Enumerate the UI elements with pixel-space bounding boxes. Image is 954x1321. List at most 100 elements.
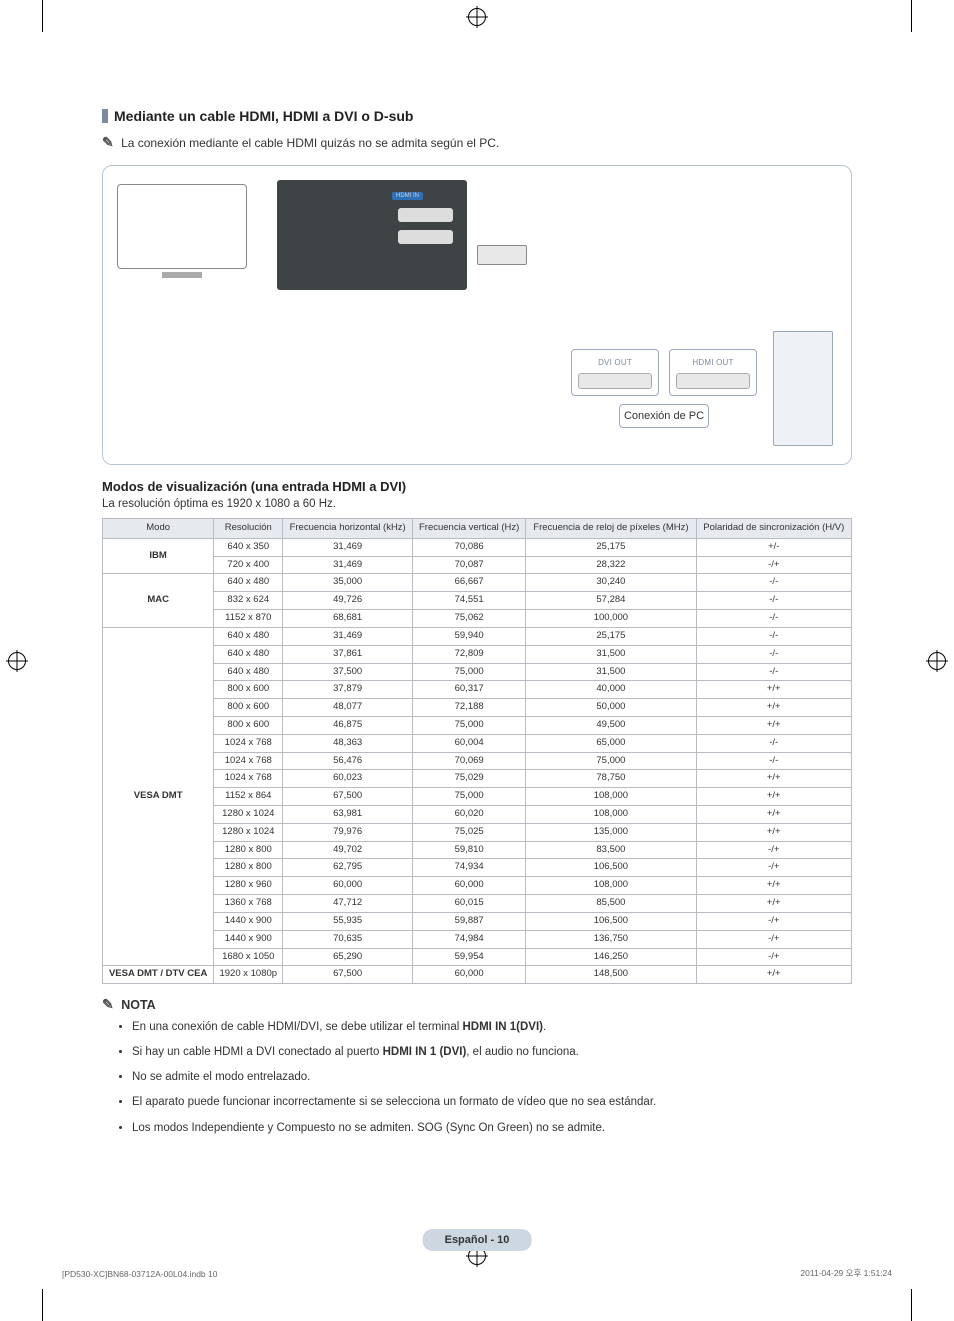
table-cell: +/+ [696,699,851,717]
section-header: Mediante un cable HDMI, HDMI a DVI o D-s… [102,108,852,124]
table-cell: 30,240 [526,574,696,592]
table-cell: 75,000 [526,752,696,770]
hdmi-port-icon [676,373,750,389]
table-cell: 60,000 [413,877,526,895]
table-cell: 1680 x 1050 [214,948,283,966]
table-cell: 31,500 [526,663,696,681]
crop-mark [911,0,912,32]
table-cell: -/- [696,663,851,681]
table-cell: 85,500 [526,895,696,913]
table-row: 1152 x 87068,68175,062100,000-/- [103,610,852,628]
table-cell: 31,469 [283,627,413,645]
table-header: Polaridad de sincronización (H/V) [696,519,851,539]
dvi-out-card: DVI OUT [571,349,659,396]
table-cell: -/+ [696,859,851,877]
table-cell: -/+ [696,912,851,930]
table-cell: 50,000 [526,699,696,717]
table-header: Resolución [214,519,283,539]
table-cell: 67,500 [283,788,413,806]
print-footer-right: 2011-04-29 오후 1:51:24 [800,1267,892,1279]
table-cell: 48,077 [283,699,413,717]
table-row: 1280 x 80049,70259,81083,500-/+ [103,841,852,859]
table-cell: 37,500 [283,663,413,681]
nota-header: ✎ NOTA [102,996,852,1013]
dvi-port-icon [578,373,652,389]
table-cell: 800 x 600 [214,681,283,699]
table-row: 800 x 60048,07772,18850,000+/+ [103,699,852,717]
diagram-caption: Conexión de PC [619,404,709,428]
notas-list: En una conexión de cable HDMI/DVI, se de… [132,1019,852,1135]
table-cell: 46,875 [283,716,413,734]
table-row: 1024 x 76860,02375,02978,750+/+ [103,770,852,788]
table-header: Modo [103,519,214,539]
table-cell: -/- [696,627,851,645]
table-header: Frecuencia de reloj de píxeles (MHz) [526,519,696,539]
table-row: 1024 x 76848,36360,00465,000-/- [103,734,852,752]
table-cell: 31,469 [283,556,413,574]
table-cell: 106,500 [526,859,696,877]
table-row: 1280 x 102463,98160,020108,000+/+ [103,806,852,824]
table-cell: 31,500 [526,645,696,663]
display-modes-table: ModoResoluciónFrecuencia horizontal (kHz… [102,518,852,984]
table-row: 640 x 48037,50075,00031,500-/- [103,663,852,681]
rear-panel-icon: HDMI IN [277,180,467,290]
table-cell: 108,000 [526,806,696,824]
table-cell: -/- [696,752,851,770]
table-cell: 56,476 [283,752,413,770]
connection-diagram: HDMI IN DVI OUT HDMI OUT Con [102,165,852,465]
table-cell: 49,702 [283,841,413,859]
table-cell: 106,500 [526,912,696,930]
table-cell: 60,000 [413,966,526,984]
table-cell: 28,322 [526,556,696,574]
table-header: Frecuencia horizontal (kHz) [283,519,413,539]
table-cell: +/- [696,538,851,556]
table-header: Frecuencia vertical (Hz) [413,519,526,539]
modos-title: Modos de visualización (una entrada HDMI… [102,479,852,494]
table-cell: -/- [696,610,851,628]
table-cell: 640 x 480 [214,663,283,681]
table-cell: 60,015 [413,895,526,913]
table-cell: 1280 x 800 [214,859,283,877]
table-row: 832 x 62449,72674,55157,284-/- [103,592,852,610]
table-cell: -/+ [696,930,851,948]
mode-cell: VESA DMT / DTV CEA [103,966,214,984]
table-cell: 40,000 [526,681,696,699]
print-footer-left: [PD530-XC]BN68-03712A-00L04.indb 10 [62,1269,217,1279]
table-cell: 800 x 600 [214,716,283,734]
table-row: IBM640 x 35031,46970,08625,175+/- [103,538,852,556]
crop-mark [42,1289,43,1321]
table-row: 800 x 60037,87960,31740,000+/+ [103,681,852,699]
hdmi-port-icon [398,230,453,244]
nota-title: NOTA [121,998,156,1012]
top-note-text: La conexión mediante el cable HDMI quizá… [121,136,499,150]
table-cell: 75,062 [413,610,526,628]
table-cell: 1024 x 768 [214,770,283,788]
table-cell: 67,500 [283,966,413,984]
table-row: 1024 x 76856,47670,06975,000-/- [103,752,852,770]
section-title: Mediante un cable HDMI, HDMI a DVI o D-s… [114,108,413,124]
table-cell: 640 x 480 [214,645,283,663]
table-cell: 74,551 [413,592,526,610]
table-cell: 1280 x 1024 [214,806,283,824]
table-cell: 1440 x 900 [214,930,283,948]
list-item: El aparato puede funcionar incorrectamen… [132,1094,852,1110]
mode-cell: IBM [103,538,214,574]
table-cell: 108,000 [526,788,696,806]
table-row: 1152 x 86467,50075,000108,000+/+ [103,788,852,806]
table-cell: 83,500 [526,841,696,859]
table-row: 1280 x 80062,79574,934106,500-/+ [103,859,852,877]
hdmi-out-label: HDMI OUT [676,358,750,367]
table-cell: 800 x 600 [214,699,283,717]
table-cell: 135,000 [526,823,696,841]
accent-bar-icon [102,109,108,123]
crop-mark [42,0,43,32]
table-cell: 59,887 [413,912,526,930]
table-cell: 79,976 [283,823,413,841]
table-cell: 68,681 [283,610,413,628]
table-cell: 75,000 [413,663,526,681]
tv-icon [117,184,247,269]
list-item: No se admite el modo entrelazado. [132,1069,852,1085]
table-cell: +/+ [696,806,851,824]
table-cell: 1152 x 864 [214,788,283,806]
table-cell: 65,290 [283,948,413,966]
